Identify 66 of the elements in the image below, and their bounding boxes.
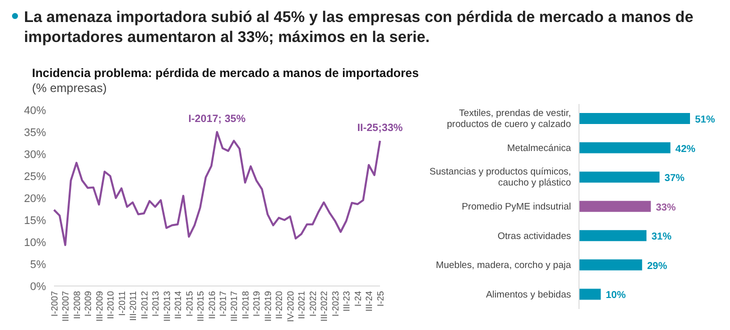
y-tick-label: 35%: [24, 126, 46, 139]
x-tick-label: III-2009: [94, 291, 104, 322]
data-label: 33%: [656, 202, 676, 214]
data-label: 29%: [647, 260, 668, 272]
bar: [579, 172, 660, 183]
x-tick-label: II-2016: [206, 291, 217, 320]
bar: [579, 200, 651, 212]
x-tick-label: III-2007: [60, 291, 71, 322]
annotation: I-2017; 35%: [188, 113, 246, 125]
bar: [579, 259, 642, 270]
bar: [579, 230, 646, 242]
x-tick-label: I-24: [352, 291, 363, 307]
y-tick-label: Muebles, madera, corcho y paja: [436, 260, 572, 272]
data-label: 10%: [606, 290, 626, 302]
y-tick-label: 5%: [30, 258, 46, 271]
x-tick-label: III-2019: [262, 291, 273, 322]
bar: [579, 142, 670, 154]
x-tick-label: II-2014: [173, 291, 184, 320]
x-tick-label: II-2018: [240, 291, 250, 320]
y-tick-label: 15%: [24, 214, 46, 227]
y-tick-label: Metalmecánica: [507, 142, 572, 154]
bar: [579, 288, 601, 300]
x-tick-label: III-23: [342, 291, 352, 312]
x-tick-label: IV-2020: [285, 291, 296, 322]
x-tick-label: III-24: [364, 291, 374, 312]
y-tick-label: 20%: [24, 192, 46, 205]
x-tick-label: II-2021: [296, 291, 307, 320]
x-tick-label: I-2017: [218, 291, 228, 317]
line-series: [53, 131, 381, 246]
data-label: 31%: [651, 232, 672, 243]
x-tick-label: III-2017: [229, 291, 240, 322]
x-tick-label: I-2023: [330, 291, 340, 317]
x-tick-label: I-2013: [150, 291, 161, 317]
x-tick-label: I-2019: [252, 291, 262, 317]
bar: [579, 113, 690, 124]
x-tick-label: III-2011: [128, 291, 138, 321]
x-tick-label: I-2015: [184, 291, 194, 317]
y-tick-label: Promedio PyME indsutrial: [462, 202, 571, 212]
y-tick-label: Sustancias y productos químicos, caucho y plástico: [429, 166, 571, 189]
y-tick-label: Alimentos y bebidas: [486, 289, 572, 300]
x-tick-label: I-2009: [83, 291, 94, 317]
annotation: II-25;33%: [357, 122, 404, 134]
y-tick-label: 30%: [24, 148, 46, 161]
x-tick-label: I-2007: [49, 291, 60, 317]
x-tick-label: III-2015: [196, 291, 206, 322]
x-tick-label: II-2012: [139, 291, 150, 320]
x-tick-label: III-2022: [319, 291, 330, 322]
y-tick-label: 25%: [24, 170, 46, 183]
x-tick-label: I-2011: [116, 291, 127, 316]
y-tick-label: 40%: [24, 104, 46, 117]
data-label: 37%: [664, 173, 685, 184]
data-label: 51%: [695, 114, 716, 126]
y-tick-label: Textiles, prendas de vestir, productos de cuero y calzado: [446, 108, 571, 130]
x-tick-label: III-2013: [162, 291, 172, 322]
y-tick-label: Otras actividades: [498, 230, 572, 242]
x-tick-label: I-25: [375, 291, 386, 307]
y-tick-label: 0%: [30, 280, 46, 293]
y-axis-title: (% empresas): [32, 81, 107, 95]
data-label: 42%: [675, 144, 696, 155]
chart-subtitle: Incidencia problema: pérdida de mercado a manos de importadores: [32, 66, 419, 80]
x-tick-label: II-2010: [106, 291, 116, 320]
x-tick-label: II-2020: [274, 291, 284, 320]
y-tick-label: 10%: [24, 236, 46, 249]
chart-title: La amenaza importadora subió al 45% y las empresas con pérdida de mercado a manos de importadores aumentaron al 33%; máximos en la serie.: [24, 8, 694, 48]
x-tick-label: I-2022: [308, 291, 318, 317]
x-tick-label: II-2008: [72, 291, 82, 320]
